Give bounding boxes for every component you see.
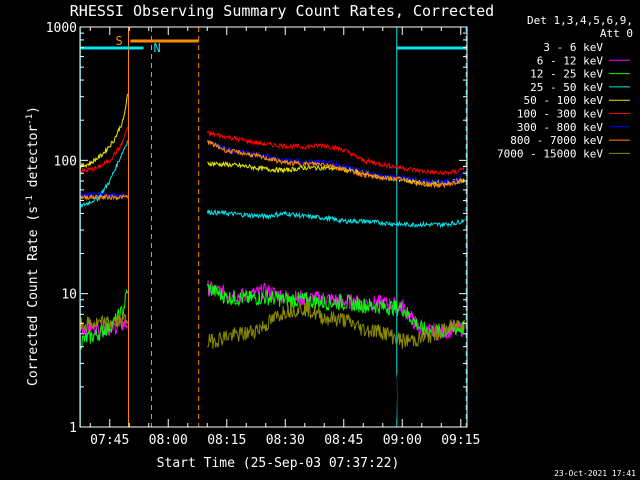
y-axis-label-part3: ) [26, 106, 41, 114]
series-line [206, 315, 465, 425]
y-axis-label: Corrected Count Rate (s-1 detector-1) [25, 106, 41, 386]
x-tick-label: 07:45 [90, 433, 129, 448]
x-tick-label: 08:30 [266, 433, 305, 448]
legend-header-att: Att 0 [600, 27, 633, 40]
series-line [80, 191, 128, 199]
footer-timestamp: 23-Oct-2021 17:41 [554, 469, 636, 478]
y-axis-label-sup2: -1 [25, 114, 35, 125]
legend-entry-label: 50 - 100 keV [524, 94, 604, 107]
flag-label-n: N [153, 41, 160, 55]
x-tick-label: 08:15 [207, 433, 246, 448]
x-tick-label: 09:00 [383, 433, 422, 448]
x-tick-label: 08:45 [324, 433, 363, 448]
legend-entry-label: 3 - 6 keV [543, 41, 603, 54]
y-tick-label: 1 [69, 421, 77, 436]
series-line [80, 312, 128, 334]
legend-entry-label: 7000 - 15000 keV [497, 147, 603, 160]
series-line [80, 193, 128, 202]
x-tick-label: 09:15 [441, 433, 480, 448]
y-axis-label-group: Corrected Count Rate (s-1 detector-1) [25, 106, 41, 386]
y-axis-label-part2: detector [26, 125, 41, 196]
plot-frame [79, 26, 468, 428]
series-line [207, 280, 465, 342]
legend-entry-label: 25 - 50 keV [530, 81, 603, 94]
legend-entry-label: 300 - 800 keV [517, 121, 603, 134]
series-line [206, 138, 465, 185]
legend-entry-label: 100 - 300 keV [517, 108, 603, 121]
chart-title: RHESSI Observing Summary Count Rates, Co… [70, 2, 494, 20]
x-tick-label: 08:00 [149, 433, 188, 448]
y-axis-label-part1: Corrected Count Rate (s [26, 206, 41, 386]
axes: 1 10 100 1000 07:45 08:00 08:15 08:30 08:45 09:00… [46, 21, 481, 448]
legend-entry-label: 6 - 12 keV [537, 54, 604, 67]
series-line [80, 93, 128, 169]
series-line [80, 126, 128, 176]
x-axis-label: Start Time (25-Sep-03 07:37:22) [157, 456, 400, 471]
y-tick-label: 1000 [46, 21, 77, 36]
legend-entry-label: 12 - 25 keV [530, 68, 603, 81]
series-line [206, 283, 465, 339]
y-tick-label: 10 [61, 288, 77, 303]
flag-label-s: S [115, 34, 122, 48]
y-axis-label-sup1: -1 [25, 195, 35, 206]
legend-header: Det 1,3,4,5,6,9, [527, 14, 633, 27]
series-line [206, 139, 465, 189]
series-line [206, 208, 465, 229]
series-line [80, 140, 128, 208]
series-line [206, 130, 465, 176]
legend-entry-label: 800 - 7000 keV [510, 134, 603, 147]
y-tick-label: 100 [54, 154, 77, 169]
series-line [207, 301, 465, 349]
